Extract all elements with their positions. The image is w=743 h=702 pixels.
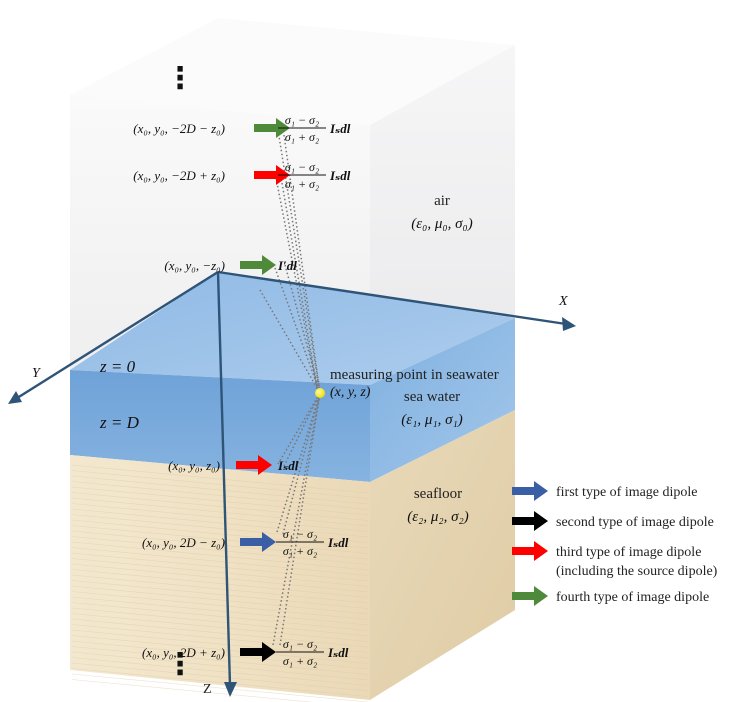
measuring-point-coords: (x, y, z) bbox=[330, 385, 371, 400]
legend-text-2: (including the source dipole) bbox=[556, 564, 718, 579]
dipole-coords: (x₀, y₀, z₀) bbox=[168, 458, 220, 473]
sea-params: (ε₁, μ₁, σ₁) bbox=[401, 412, 462, 428]
sea-surface bbox=[70, 272, 515, 385]
seafloor-layer-side bbox=[370, 410, 515, 700]
sea-label: sea water bbox=[404, 389, 460, 405]
dipole-coords: (x₀, y₀, −2D + z₀) bbox=[133, 168, 225, 183]
y-axis-label: Y bbox=[32, 366, 42, 381]
legend-text: second type of image dipole bbox=[556, 515, 714, 530]
dipole-denominator: σ₁ + σ₂ bbox=[285, 177, 319, 191]
dipole-arrow-green bbox=[240, 255, 276, 275]
z-axis-label: Z bbox=[203, 682, 212, 697]
legend-item-blue: first type of image dipole bbox=[512, 481, 698, 501]
x-axis-label: X bbox=[558, 294, 568, 309]
dipole-coords: (x₀, y₀, 2D − z₀) bbox=[142, 535, 225, 550]
dipole-moment: Iₛdl bbox=[277, 458, 299, 473]
dipole-numerator: σ₁ − σ₂ bbox=[285, 113, 319, 127]
dipole-numerator: σ₁ − σ₂ bbox=[283, 637, 317, 651]
dipole-arrow-blue bbox=[240, 532, 276, 552]
coordinate-axes bbox=[8, 270, 576, 697]
dipole-moment: Iₛdl bbox=[329, 168, 351, 183]
air-params: (ε₀, μ₀, σ₀) bbox=[411, 216, 472, 232]
dipole-coords: (x₀, y₀, −2D − z₀) bbox=[133, 121, 225, 136]
dipole-4: (x₀, y₀, z₀) Iₛdl bbox=[168, 455, 299, 475]
dipole-2: (x₀, y₀, −2D + z₀) σ₁ − σ₂ σ₁ + σ₂ Iₛdl bbox=[133, 160, 350, 191]
dipole-moment: Iₛdl bbox=[327, 645, 349, 660]
legend-item-red: third type of image dipole (including the… bbox=[512, 541, 718, 579]
seafloor-layer-front bbox=[70, 455, 370, 700]
dipole-coords: (x₀, y₀, −z₀) bbox=[164, 258, 225, 273]
legend-text: fourth type of image dipole bbox=[556, 590, 709, 605]
dipole-6: (x₀, y₀, 2D + z₀) σ₁ − σ₂ σ₁ + σ₂ Iₛdl bbox=[142, 637, 349, 668]
dipole-3: (x₀, y₀, −z₀) I′dl bbox=[164, 255, 297, 275]
surface-plane-label: z = 0 bbox=[99, 357, 136, 376]
dipole-moment: Iₛdl bbox=[327, 535, 349, 550]
dipole-numerator: σ₁ − σ₂ bbox=[285, 160, 319, 174]
dipole-arrow-red bbox=[236, 455, 272, 475]
seafloor-texture bbox=[71, 464, 369, 702]
x-axis bbox=[217, 270, 567, 326]
legend-arrow-red bbox=[512, 541, 548, 561]
dipole-moment: I′dl bbox=[277, 258, 297, 273]
legend: first type of image dipole second type of… bbox=[512, 481, 718, 606]
dipole-1: (x₀, y₀, −2D − z₀) σ₁ − σ₂ σ₁ + σ₂ Iₛdl bbox=[133, 113, 350, 144]
measuring-point bbox=[315, 388, 325, 398]
bottom-plane-label: z = D bbox=[99, 413, 140, 432]
legend-arrow-black bbox=[512, 511, 548, 531]
sea-layer-side bbox=[370, 318, 515, 482]
ellipsis-top: ⋮ bbox=[165, 61, 195, 96]
dipole-denominator: σ₁ + σ₂ bbox=[283, 654, 317, 668]
air-layer-top bbox=[70, 18, 515, 125]
z-axis bbox=[216, 271, 232, 687]
seafloor-label: seafloor bbox=[414, 486, 462, 502]
dipole-5: (x₀, y₀, 2D − z₀) σ₁ − σ₂ σ₁ + σ₂ Iₛdl bbox=[142, 527, 349, 558]
dipole-arrow-black bbox=[240, 642, 276, 662]
dipole-denominator: σ₁ + σ₂ bbox=[285, 130, 319, 144]
x-axis-arrowhead bbox=[562, 317, 576, 331]
dipole-numerator: σ₁ − σ₂ bbox=[283, 527, 317, 541]
seafloor-params: (ε₂, μ₂, σ₂) bbox=[407, 509, 468, 525]
legend-arrow-blue bbox=[512, 481, 548, 501]
dipole-denominator: σ₁ + σ₂ bbox=[283, 544, 317, 558]
dipole-moment: Iₛdl bbox=[329, 121, 351, 136]
ellipsis-bottom: ⋮ bbox=[165, 647, 195, 682]
measuring-point-label: measuring point in seawater bbox=[330, 367, 499, 383]
z-axis-arrowhead bbox=[224, 682, 237, 697]
air-label: air bbox=[434, 193, 450, 209]
y-axis bbox=[13, 270, 219, 402]
dipole-coords: (x₀, y₀, 2D + z₀) bbox=[142, 645, 225, 660]
sea-layer-front bbox=[70, 370, 370, 482]
legend-item-green: fourth type of image dipole bbox=[512, 586, 709, 606]
legend-text: first type of image dipole bbox=[556, 485, 698, 500]
legend-text: third type of image dipole bbox=[556, 545, 701, 560]
y-axis-arrowhead bbox=[8, 391, 22, 404]
legend-arrow-green bbox=[512, 586, 548, 606]
legend-item-black: second type of image dipole bbox=[512, 511, 714, 531]
